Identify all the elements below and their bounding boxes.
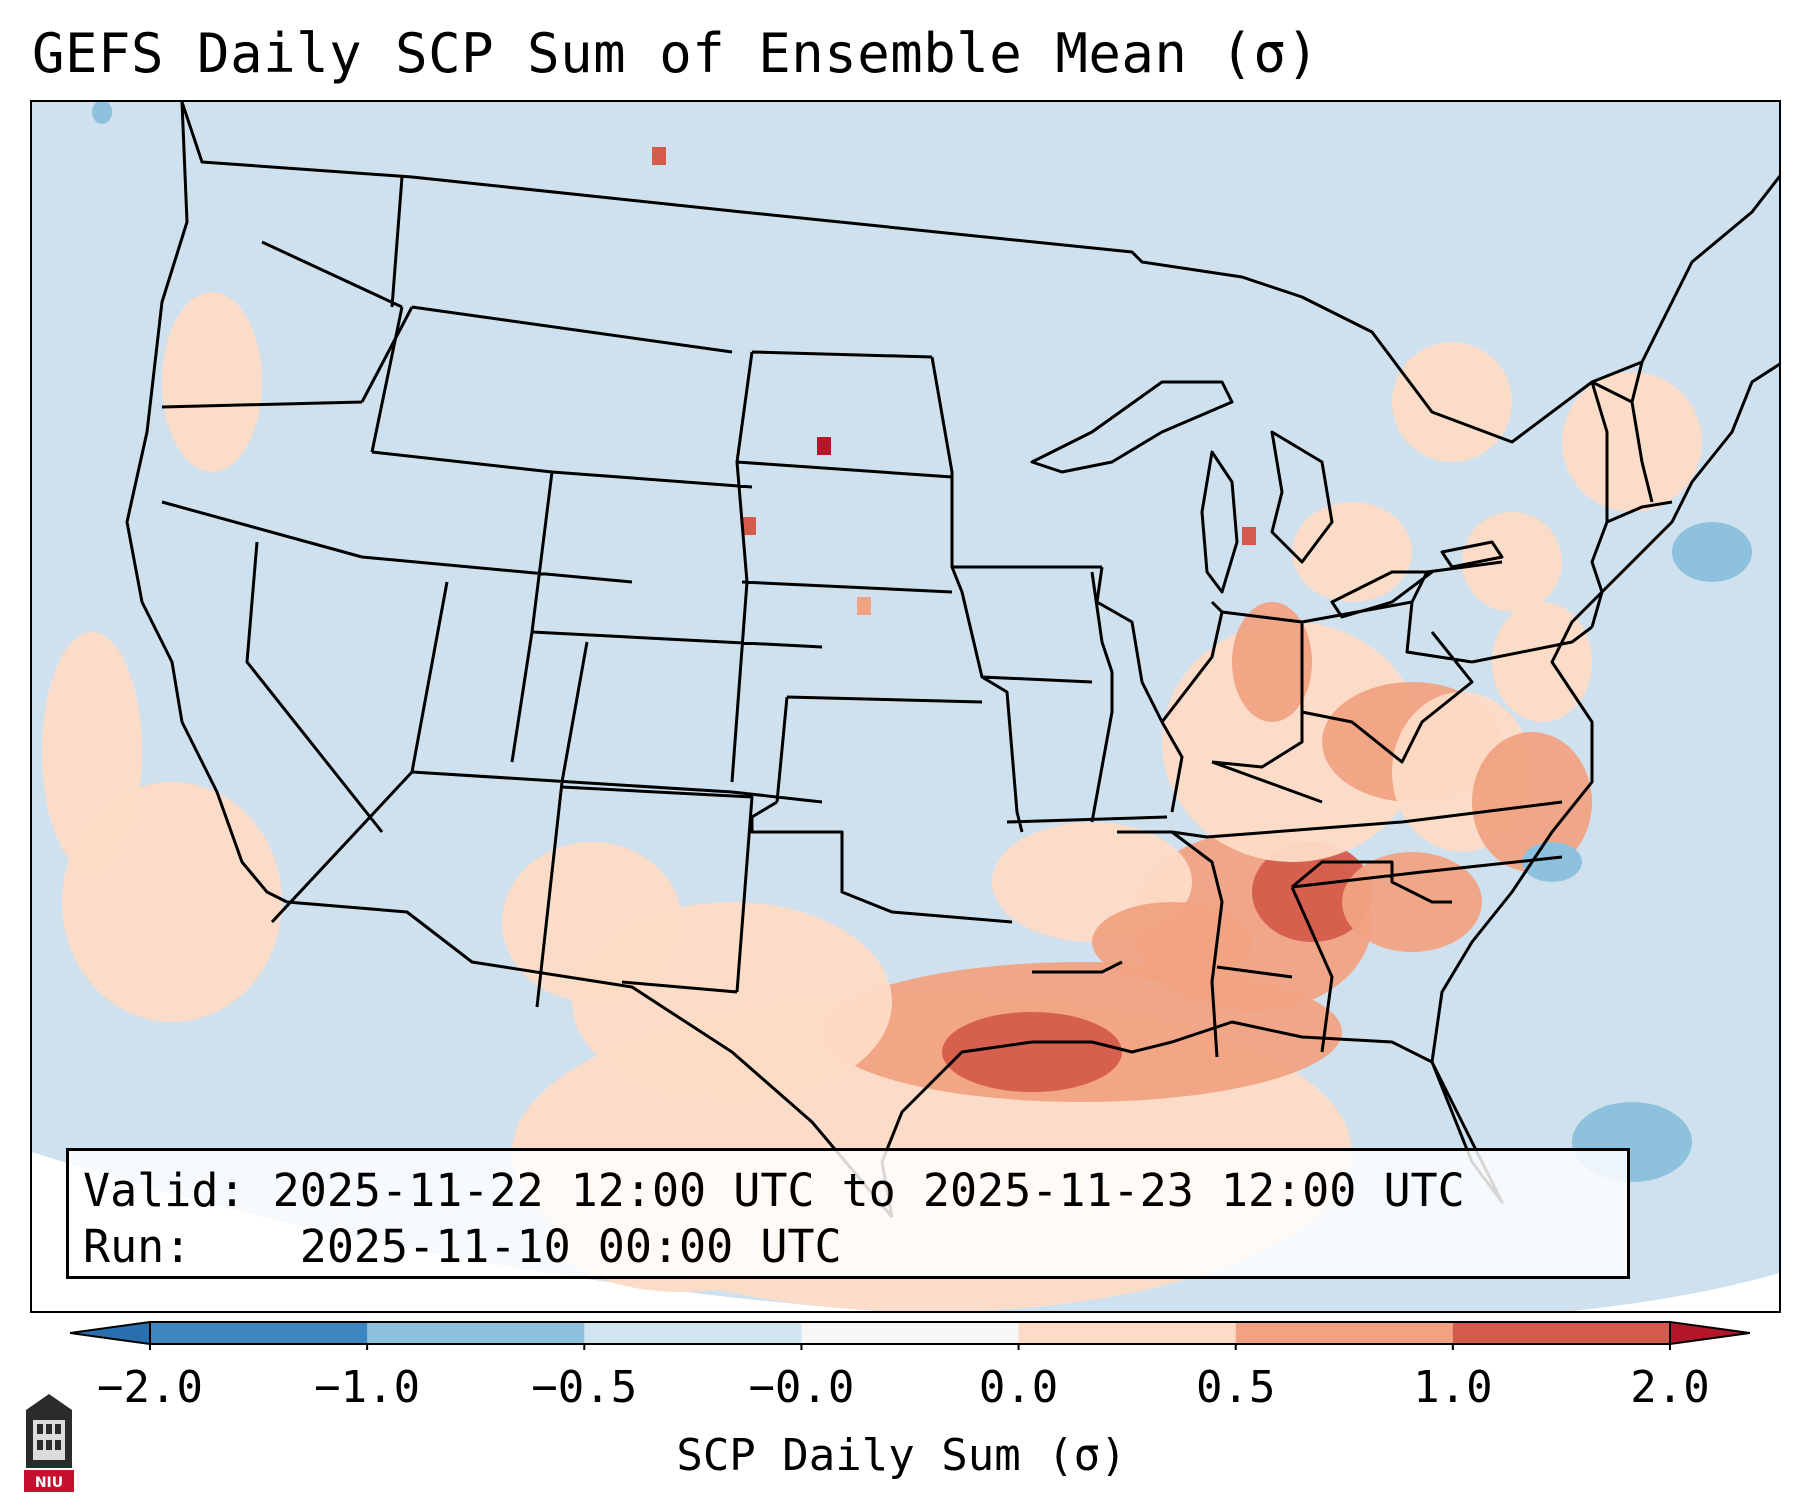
scp-shade-region [1092, 902, 1252, 982]
scp-shade-region [162, 292, 262, 472]
colorbar-segment [1452, 1322, 1671, 1344]
scp-grid-cell [742, 517, 756, 535]
scp-shade-region [1392, 342, 1512, 462]
colorbar-segment [801, 1322, 1020, 1344]
logo-text: NIU [35, 1475, 63, 1491]
colorbar-outline [149, 1321, 1671, 1345]
us-canada-border [180, 102, 1779, 444]
scp-shading-layer [32, 102, 1779, 1311]
scp-shade-region [1462, 512, 1562, 612]
scp-shade-region [1562, 372, 1702, 512]
scp-negative-region [92, 102, 112, 124]
colorbar-tick-label: 0.5 [1195, 1362, 1276, 1413]
scp-shade-region [502, 842, 682, 1002]
valid-run-info-box: Valid: 2025-11-22 12:00 UTC to 2025-11-2… [66, 1148, 1630, 1279]
colorbar-under-arrow [70, 1320, 151, 1346]
plot-title: GEFS Daily SCP Sum of Ensemble Mean (σ) [32, 22, 1320, 85]
colorbar [70, 1320, 1750, 1350]
niu-logo: NIU [24, 1394, 74, 1492]
state-lines [161, 176, 1673, 1058]
colorbar-segment [584, 1322, 802, 1344]
scp-shade-region [942, 1012, 1122, 1092]
scp-shade-region [1492, 602, 1592, 722]
scp-grid-cell [857, 597, 871, 615]
valid-time-range: 2025-11-22 12:00 UTC to 2025-11-23 12:00… [272, 1164, 1465, 1217]
west-coast [125, 102, 288, 904]
lake-superior [1030, 380, 1234, 474]
colorbar-tick-label: −1.0 [314, 1362, 421, 1413]
scp-map [32, 102, 1779, 1311]
colorbar-tick-label: −0.0 [748, 1362, 855, 1413]
colorbar-label: SCP Daily Sum (σ) [676, 1430, 1127, 1481]
lake-michigan [1200, 450, 1239, 594]
lake-huron [1270, 430, 1334, 564]
colorbar-segment [1018, 1322, 1237, 1344]
off-projection-area [1573, 1273, 1779, 1311]
scp-shade-region [1162, 622, 1422, 862]
run-label: Run: [83, 1220, 192, 1273]
colorbar-tick-label: −2.0 [97, 1362, 203, 1413]
run-time: 2025-11-10 00:00 UTC [299, 1220, 842, 1273]
colorbar-tick-label: 1.0 [1413, 1362, 1493, 1413]
colorbar-over-arrow [1669, 1320, 1750, 1346]
scp-negative-region [1672, 522, 1752, 582]
scp-shade-region [1472, 732, 1592, 872]
colorbar-segment [1235, 1322, 1454, 1344]
colorbar-tick-label: 0.0 [978, 1362, 1059, 1413]
colorbar-segment [150, 1322, 368, 1344]
colorbar-tick-label: −0.5 [531, 1362, 638, 1413]
lake-ontario [1440, 540, 1504, 569]
colorbar-segment [367, 1322, 585, 1344]
scp-grid-cell [817, 437, 831, 455]
valid-label: Valid: [83, 1164, 246, 1217]
east-coast [1430, 362, 1779, 1063]
state-borders [125, 102, 1779, 1218]
scp-grid-cell [1242, 527, 1256, 545]
map-panel [30, 100, 1781, 1313]
scp-grid-cell [652, 147, 666, 165]
us-mexico-border [286, 900, 894, 1218]
colorbar-tick-label: 2.0 [1630, 1362, 1710, 1413]
scp-shade-region [1232, 602, 1312, 722]
scp-shade-region [1252, 842, 1372, 942]
scp-shade-region [42, 632, 142, 872]
